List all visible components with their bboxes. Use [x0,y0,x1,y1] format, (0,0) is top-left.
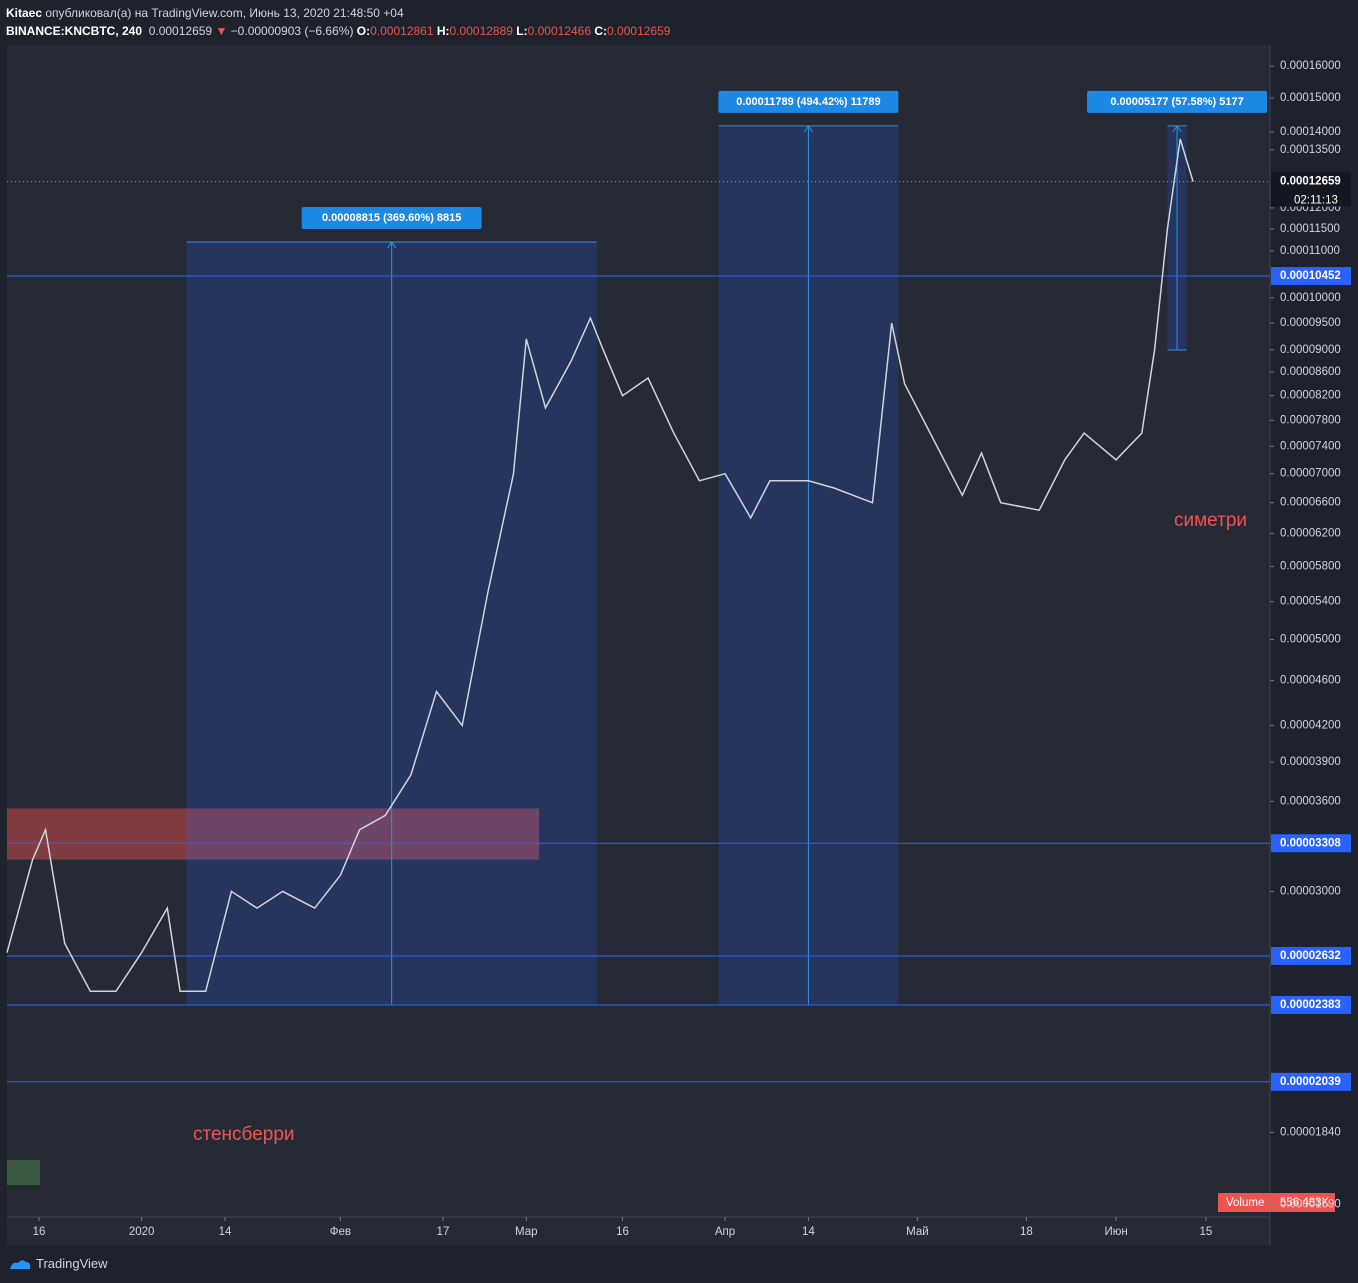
x-tick-label: Апр [715,1226,735,1238]
high-label: H: [436,24,450,38]
publish-info: опубликовал(а) на TradingView.com, Июнь … [45,6,404,20]
measure-label: 0.00011789 (494.42%) 11789 [736,96,880,108]
annotation: стенсберри [193,1124,295,1145]
measure-label: 0.00008815 (369.60%) 8815 [322,212,461,224]
y-tick-label: 0.00007400 [1280,440,1341,452]
x-tick-label: 16 [616,1226,629,1238]
volume-label: Volume [1226,1197,1264,1209]
x-tick-label: Июн [1105,1226,1128,1238]
volume-badge [1218,1193,1335,1212]
y-tick-label: 0.00016000 [1280,60,1341,72]
y-tick-label: 0.00005000 [1280,634,1341,646]
y-tick-label: 0.00009000 [1280,344,1341,356]
symbol: BINANCE:KNCBTC, 240 [6,24,143,38]
low-label: L: [516,24,528,38]
measure-arrowhead [387,241,397,249]
y-tick-label: 0.00013500 [1280,144,1341,156]
last-price-bg [1271,172,1351,207]
level-label: 0.00002632 [1280,950,1341,962]
y-tick-label: 0.00006200 [1280,528,1341,540]
y-tick-label: 0.00004600 [1280,675,1341,687]
author: Kitaec [6,6,43,20]
x-tick-label: 16 [33,1226,46,1238]
brand: TradingView [36,1256,108,1271]
low-value: 0.00012466 [527,24,592,38]
level-label-bg [1271,267,1351,286]
y-tick-label: 0.00011000 [1280,245,1340,257]
publish-line: Kitaec опубликовал(а) на TradingView.com… [6,4,670,22]
y-tick-label: 0.00005800 [1280,560,1341,572]
y-tick-label: 0.00003600 [1280,796,1341,808]
y-tick-label: 0.00008200 [1280,390,1341,402]
last: 0.00012659 [148,24,213,38]
y-tick-label: 0.00014000 [1280,126,1341,138]
level-label-bg [1271,1072,1351,1091]
y-tick-label: 0.00015000 [1280,92,1341,104]
y-tick-label: 0.00004200 [1280,720,1341,732]
y-tick-label: 0.00007800 [1280,414,1341,426]
level-label: 0.00002383 [1280,999,1341,1011]
measure-label-bg [301,207,482,230]
annotation: симетри [1174,510,1247,531]
level-label-bg [1271,946,1351,965]
zone [7,808,540,860]
measure-label-bg [1087,90,1268,113]
x-tick-label: Фев [330,1226,351,1238]
y-tick-label: 0.00003900 [1280,756,1341,768]
measure-arrowhead [803,125,813,133]
y-tick-label: 0.00005400 [1280,596,1341,608]
measure-arrowhead [1172,125,1182,133]
y-tick-label: 0.00008600 [1280,366,1341,378]
y-tick-label: 0.00001590 [1280,1198,1341,1210]
price-line [6,138,1194,993]
x-tick-label: 14 [802,1226,815,1238]
x-tick-label: 2020 [129,1226,155,1238]
header: Kitaec опубликовал(а) на TradingView.com… [6,4,670,40]
level-label: 0.00003308 [1280,837,1341,849]
change: −0.00000903 (−6.66%) [230,24,354,38]
volume-value: 556.483K [1280,1197,1330,1209]
open-value: 0.00012861 [370,24,434,38]
high-value: 0.00012889 [449,24,513,38]
last-price-label: 0.00012659 [1280,176,1341,188]
arrow: ▼ [215,24,228,38]
close-label: C: [594,24,608,38]
y-tick-label: 0.00010000 [1280,292,1341,304]
x-tick-label: Мар [515,1226,538,1238]
x-tick-label: Май [906,1226,929,1238]
x-tick-label: 15 [1199,1226,1212,1238]
measure-label: 0.00005177 (57.58%) 5177 [1110,96,1243,108]
y-tick-label: 0.00009500 [1280,317,1341,329]
x-tick-label: 17 [437,1226,450,1238]
y-tick-label: 0.00007000 [1280,468,1341,480]
footer: TradingView [8,1256,108,1271]
symbol-line: BINANCE:KNCBTC, 240 0.00012659 ▼ −0.0000… [6,22,670,40]
open-label: O: [356,24,371,38]
level-label: 0.00002039 [1280,1076,1341,1088]
y-tick-label: 0.00011500 [1280,223,1340,235]
close-value: 0.00012659 [607,24,671,38]
level-label-bg [1271,995,1351,1014]
timer: 02:11:13 [1294,195,1338,207]
x-tick-label: 18 [1020,1226,1033,1238]
volume-shade [7,1160,40,1185]
level-label: 0.00010452 [1280,270,1341,282]
y-tick-label: 0.00001840 [1280,1126,1341,1138]
measure-label-bg [718,90,899,113]
level-label-bg [1271,834,1351,853]
y-tick-label: 0.00006600 [1280,497,1341,509]
chart: Volume 556.483K стенсберри симетри 0.000… [6,45,1351,1245]
brand-logo [10,1259,31,1269]
x-tick-label: 14 [219,1226,232,1238]
y-tick-label: 0.00003000 [1280,885,1341,897]
plot-area [7,45,1270,1245]
